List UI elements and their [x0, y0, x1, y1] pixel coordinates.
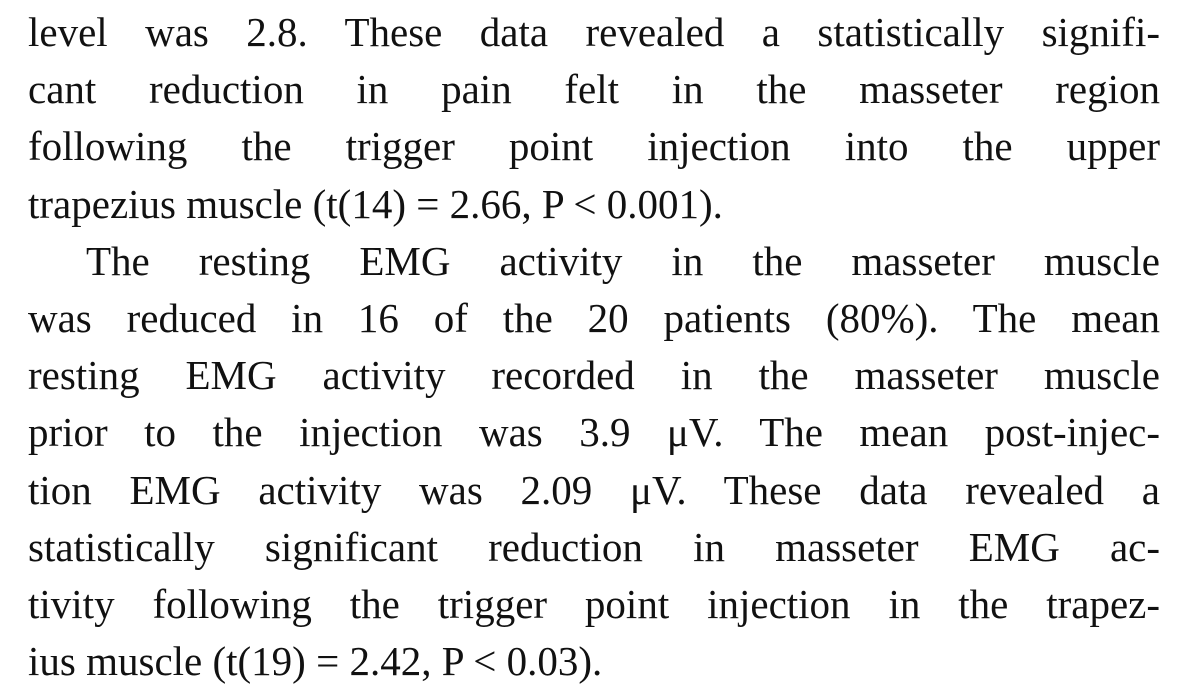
text-line: tivity following the trigger point injec… [28, 580, 1160, 627]
text-line: tion EMG activity was 2.09 μV. These dat… [28, 466, 1160, 513]
paragraph: The resting EMG activity in the masseter… [28, 233, 1160, 689]
text-line: cant reduction in pain felt in the masse… [28, 66, 1160, 113]
text-line: statistically significant reduction in m… [28, 523, 1160, 570]
text-line: The resting EMG activity in the masseter… [86, 237, 1160, 284]
text-line: following the trigger point injection in… [28, 123, 1160, 170]
paragraph: level was 2.8. These data revealed a sta… [28, 4, 1160, 233]
body-text: level was 2.8. These data revealed a sta… [28, 4, 1160, 689]
text-line: trapezius muscle (t(14) = 2.66, P < 0.00… [28, 180, 723, 227]
text-line: ius muscle (t(19) = 2.42, P < 0.03). [28, 638, 603, 685]
text-line: prior to the injection was 3.9 μV. The m… [28, 409, 1160, 456]
text-line: resting EMG activity recorded in the mas… [28, 352, 1160, 399]
text-line: level was 2.8. These data revealed a sta… [28, 9, 1160, 55]
text-line: was reduced in 16 of the 20 patients (80… [28, 294, 1160, 341]
